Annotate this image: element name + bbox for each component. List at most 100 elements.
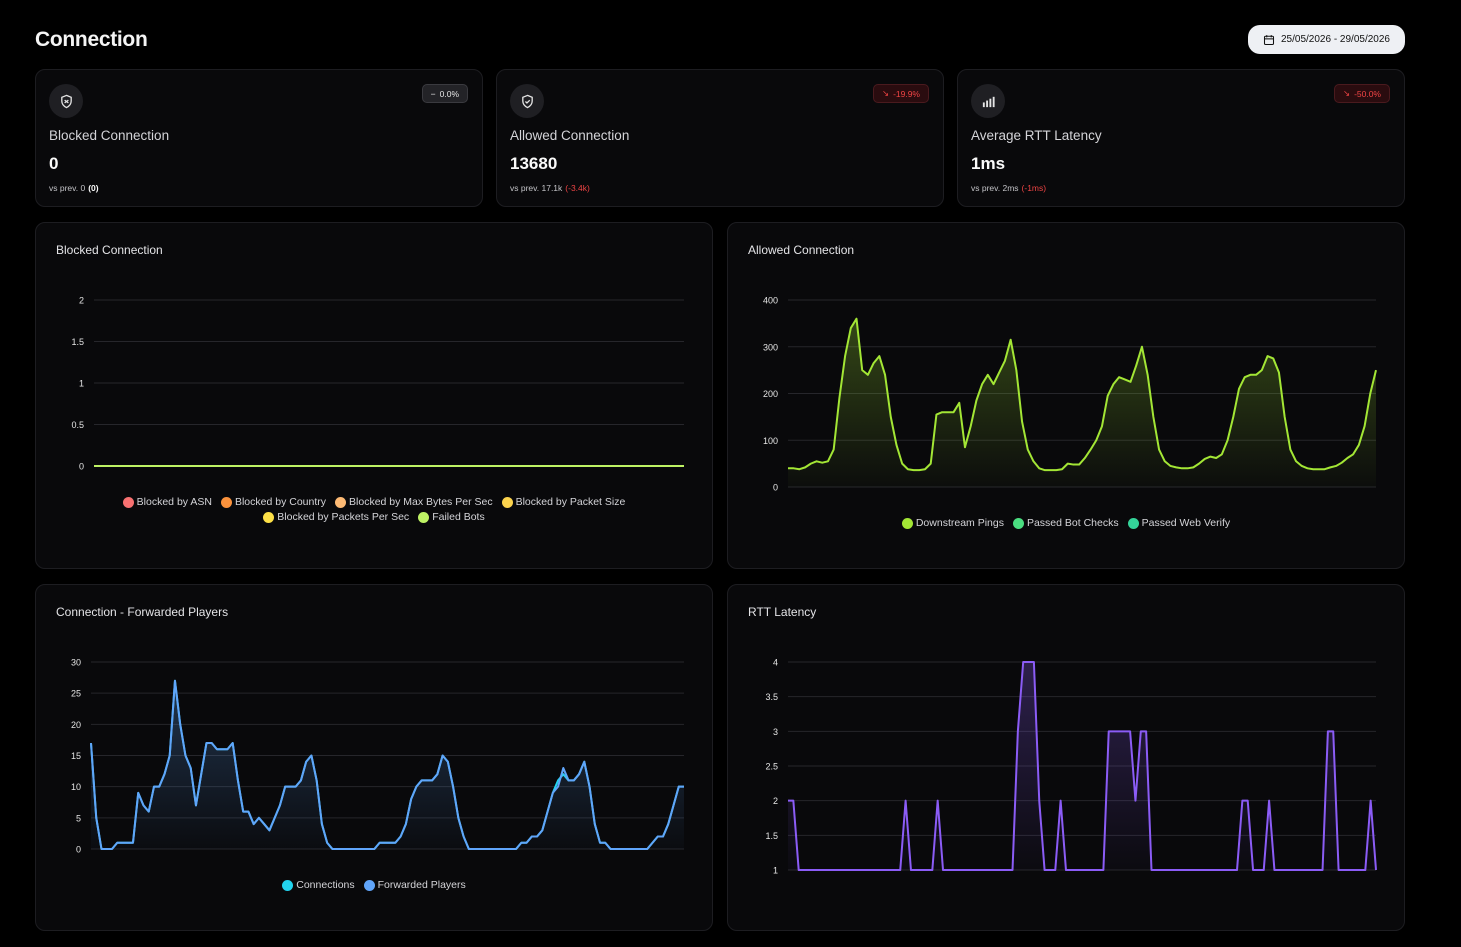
stat-label: Allowed Connection: [510, 128, 630, 143]
y-tick-label: 100: [763, 436, 778, 446]
y-tick-label: 0: [79, 462, 84, 472]
stat-card-allowed: ↘ -19.9% Allowed Connection 13680 vs pre…: [496, 69, 944, 207]
y-tick-label: 300: [763, 342, 778, 352]
y-tick-label: 2: [79, 296, 84, 306]
legend-label: Forwarded Players: [377, 879, 466, 891]
y-tick-label: 3.5: [765, 692, 778, 702]
stat-previous: vs prev. 17.1k (-3.4k): [510, 183, 590, 193]
legend-dot: [220, 496, 232, 508]
y-tick-label: 3: [773, 727, 778, 737]
series-area: [788, 318, 1376, 487]
stat-label: Average RTT Latency: [971, 128, 1102, 143]
legend-item[interactable]: Blocked by Packets Per Sec: [263, 511, 409, 523]
legend-item[interactable]: Connections: [282, 879, 355, 891]
stat-previous-text: vs prev. 17.1k: [510, 183, 563, 193]
minus-icon: −: [430, 88, 436, 99]
chart-legend: Blocked by ASN Blocked by Country Blocked …: [36, 496, 712, 523]
y-tick-label: 20: [71, 720, 81, 730]
series-line: [788, 317, 1377, 472]
legend-label: Connections: [296, 879, 355, 891]
stat-card-blocked: − 0.0% Blocked Connection 0 vs prev. 0 (0…: [35, 69, 483, 207]
chart-card-forwarded-players: Connection - Forwarded Players 0 5 10 15 20 2…: [35, 584, 713, 931]
legend-item[interactable]: Blocked by ASN: [122, 496, 212, 508]
stat-previous-text: vs prev. 2ms: [971, 183, 1019, 193]
series-area: [91, 680, 684, 849]
y-tick-label: 10: [71, 782, 81, 792]
legend-dot: [363, 879, 375, 891]
legend-dot: [335, 496, 347, 508]
stat-label: Blocked Connection: [49, 128, 170, 143]
trend-down-icon: ↘: [1342, 88, 1351, 98]
chart-legend: Connections Forwarded Players: [36, 879, 712, 891]
signal-bars-icon: [971, 84, 1005, 118]
stat-badge: − 0.0%: [421, 84, 468, 103]
legend-item[interactable]: Blocked by Country: [220, 496, 327, 508]
stat-previous-delta: (-1ms): [1021, 183, 1047, 193]
legend-label: Blocked by ASN: [136, 496, 212, 508]
y-tick-label: 25: [71, 689, 81, 699]
legend-label: Passed Bot Checks: [1026, 517, 1119, 529]
legend-label: Blocked by Packet Size: [515, 496, 626, 508]
chart-rtt-latency: 1 1.5 2 2.5 3 3.5 4: [765, 658, 1377, 876]
stat-value: 13680: [510, 154, 558, 173]
shield-x-icon: [49, 84, 83, 118]
legend-item[interactable]: Blocked by Packet Size: [501, 496, 626, 508]
chart-card-allowed-connection: Allowed Connection 0 100 200 300 400 Downstr…: [727, 222, 1405, 569]
y-tick-label: 400: [763, 296, 778, 306]
shield-check-icon: [510, 84, 544, 118]
stat-previous: vs prev. 0 (0): [49, 183, 99, 193]
chart-title: Connection - Forwarded Players: [56, 605, 229, 619]
legend-item[interactable]: Passed Web Verify: [1127, 517, 1231, 529]
stat-badge-value: 0.0%: [439, 88, 459, 99]
legend-dot: [901, 517, 913, 529]
legend-label: Passed Web Verify: [1141, 517, 1231, 529]
y-tick-label: 1: [79, 379, 84, 389]
chart-card-rtt-latency: RTT Latency 1 1.5 2 2.5 3 3.5 4: [727, 584, 1405, 931]
y-tick-label: 1: [773, 866, 778, 876]
stat-previous: vs prev. 2ms (-1ms): [971, 183, 1046, 193]
legend-label: Downstream Pings: [915, 517, 1004, 529]
legend-dot: [418, 511, 430, 523]
legend-item[interactable]: Forwarded Players: [363, 879, 466, 891]
legend-label: Blocked by Max Bytes Per Sec: [349, 496, 493, 508]
trend-down-icon: ↘: [881, 88, 890, 98]
stat-previous-delta: (-3.4k): [565, 183, 590, 193]
legend-label: Blocked by Packets Per Sec: [277, 511, 410, 523]
chart-title: Allowed Connection: [748, 243, 855, 257]
y-tick-label: 4: [773, 658, 778, 668]
legend-dot: [501, 496, 513, 508]
stat-badge-value: -19.9%: [893, 88, 920, 99]
stat-badge-value: -50.0%: [1354, 88, 1381, 99]
series-line: [788, 661, 1377, 871]
legend-item[interactable]: Downstream Pings: [901, 517, 1004, 529]
stat-previous-text: vs prev. 0: [49, 183, 86, 193]
chart-blocked-connection: 0 0.5 1 1.5 2: [71, 296, 684, 472]
stat-value: 1ms: [971, 154, 1006, 173]
stat-previous-delta: (0): [88, 183, 99, 193]
y-tick-label: 1.5: [765, 831, 778, 841]
y-tick-label: 2: [773, 796, 778, 806]
stat-badge: ↘ -50.0%: [1333, 84, 1390, 103]
y-tick-label: 0.5: [71, 420, 84, 430]
y-tick-label: 2.5: [765, 762, 778, 772]
date-range-label: 25/05/2026 - 29/05/2026: [1281, 34, 1390, 45]
chart-legend: Downstream Pings Passed Bot Checks Passed …: [728, 517, 1404, 529]
y-tick-label: 1.5: [71, 337, 84, 347]
stat-badge: ↘ -19.9%: [872, 84, 929, 103]
stat-value: 0: [49, 154, 59, 173]
legend-item[interactable]: Failed Bots: [418, 511, 485, 523]
chart-card-blocked-connection: Blocked Connection 0 0.5 1 1.5 2 Blocked by …: [35, 222, 713, 569]
chart-allowed-connection: 0 100 200 300 400: [763, 296, 1377, 493]
legend-label: Blocked by Country: [234, 496, 327, 508]
y-tick-label: 5: [76, 813, 81, 823]
legend-dot: [122, 496, 134, 508]
legend-item[interactable]: Passed Bot Checks: [1012, 517, 1119, 529]
chart-title: RTT Latency: [748, 605, 817, 619]
y-tick-label: 30: [71, 658, 81, 668]
legend-item[interactable]: Blocked by Max Bytes Per Sec: [335, 496, 493, 508]
chart-forwarded-players: 0 5 10 15 20 25 30: [71, 658, 684, 855]
page-title: Connection: [35, 28, 148, 51]
y-tick-label: 0: [773, 483, 778, 493]
y-tick-label: 15: [71, 751, 81, 761]
date-range-button[interactable]: 25/05/2026 - 29/05/2026: [1248, 25, 1405, 54]
